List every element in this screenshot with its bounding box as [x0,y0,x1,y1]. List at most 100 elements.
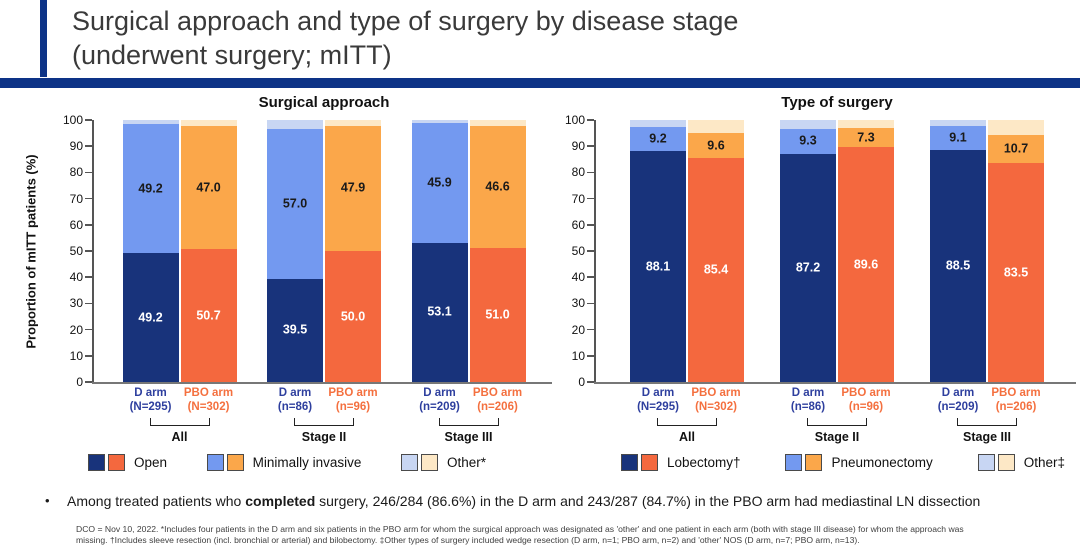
legend-swatch [108,454,125,471]
legend-swatch [400,454,418,471]
legend-swatches [785,454,823,471]
arm-label-d: D arm (n=86) [780,387,836,414]
footnote-line1: DCO = Nov 10, 2022. *Includes four patie… [76,524,964,534]
bar-segment [780,120,836,130]
y-axis-line [594,120,596,383]
bar-segment: 47.0 [180,126,237,250]
bar-segment: 9.6 [688,133,744,159]
arm-n: (n=96) [848,400,884,413]
arm-name: PBO arm [183,387,234,399]
legend-swatches [206,454,244,471]
y-tick-label: 80 [69,165,83,180]
y-tick-mark [85,171,92,174]
bars-pair: 39.5 57.0 50.0 47.9 [267,120,381,382]
stacked-bar-pbo-arm: 50.0 47.9 [325,120,381,382]
y-tick-mark [85,328,92,331]
legend: Open Minimally invasive Other* [88,454,486,471]
bar-value-label: 9.2 [649,131,667,146]
legend-swatch [997,454,1015,471]
type-of-surgery-chart: Type of surgery 0 10 20 30 40 50 60 70 80 90 100 8… [556,94,1080,471]
bar-segment [469,120,526,127]
plot-row: Proportion of mITT patients (%) 0 10 20 30 4… [18,113,556,444]
bar-value-label: 49.2 [138,310,163,325]
y-tick-mark [587,328,594,331]
bar-value-label: 7.3 [857,130,875,145]
y-tick-mark [587,197,594,200]
y-axis: 0 10 20 30 40 50 60 70 80 90 100 [556,113,594,389]
bar-segment: 39.5 [267,278,323,382]
arm-labels: D arm (N=295) PBO arm (N=302) [123,387,237,414]
arm-n: (n=209) [419,400,460,413]
bar-group: 49.2 49.2 50.7 47.0 D arm (N=295) PBO arm (N=30… [122,120,237,444]
y-tick-label: 20 [571,322,585,337]
y-tick-mark [85,276,92,278]
group-bracket [294,418,354,426]
arm-name: PBO arm [472,387,523,399]
legend-item: Other* [400,454,486,471]
bars-pair: 87.2 9.3 89.6 7.3 [780,120,894,382]
bar-segment: 49.2 [122,124,179,254]
arm-n: (N=295) [637,400,679,413]
legend-swatch [641,454,658,471]
bar-value-label: 88.5 [945,258,971,273]
legend-swatches [977,454,1015,471]
stacked-bar-d-arm: 88.1 9.2 [630,120,686,382]
bar-segment: 10.7 [988,135,1044,164]
bullet-post: surgery, 246/284 (86.6%) in the D arm an… [315,493,981,509]
bar-value-label: 53.1 [427,304,452,319]
stacked-bar-d-arm: 49.2 49.2 [122,120,179,382]
arm-label-pbo: PBO arm (N=302) [181,387,237,414]
bar-segment: 57.0 [267,129,323,279]
y-tick-label: 40 [571,270,585,285]
y-tick-label: 70 [69,191,83,206]
group-label: Stage III [963,430,1011,444]
y-tick-label: 20 [69,322,83,337]
group-label: Stage II [814,430,860,444]
y-tick-label: 30 [69,296,83,311]
arm-labels: D arm (n=86) PBO arm (n=96) [780,387,894,414]
arm-label-d: D arm (n=209) [412,387,468,414]
arm-label-pbo: PBO arm (n=96) [325,387,381,414]
bar-value-label: 9.6 [707,138,725,153]
bar-segment [267,120,323,130]
bars-pair: 88.1 9.2 85.4 9.6 [630,120,744,382]
legend-label: Lobectomy† [667,455,741,470]
bullet-bold-word: completed [245,493,316,509]
arm-name: D arm [641,387,675,399]
title-accent-bar [40,0,47,77]
bar-segment [122,120,179,125]
bar-segment: 88.5 [930,150,986,382]
x-axis-line [92,382,552,384]
legend-swatch [88,454,105,471]
y-tick-label: 0 [578,375,585,389]
arm-name: PBO arm [841,387,891,399]
y-tick-label: 40 [69,270,83,285]
y-tick-mark [587,381,594,383]
arm-label-pbo: PBO arm (n=206) [988,387,1044,414]
bar-value-label: 83.5 [1003,265,1029,280]
y-tick-mark [587,302,594,305]
x-axis-line [594,382,1076,384]
legend-swatches [400,454,438,471]
bar-value-label: 89.6 [853,257,879,272]
bar-segment [630,120,686,128]
stacked-bar-pbo-arm: 83.5 10.7 [988,120,1044,382]
y-tick-label: 50 [571,244,585,258]
y-tick-label: 90 [69,139,83,154]
bar-value-label: 50.7 [196,308,221,323]
surgical-approach-chart: Surgical approach Proportion of mITT pat… [0,94,556,471]
header-divider-rule [0,78,1080,88]
y-tick-label: 50 [69,244,83,258]
bar-value-label: 47.9 [340,180,366,195]
legend-label: Other* [446,455,486,470]
group-label: Stage III [444,430,493,444]
stacked-bar-d-arm: 39.5 57.0 [267,120,323,382]
y-tick-mark [85,302,92,305]
arm-n: (N=302) [695,400,737,413]
y-tick-mark [587,250,594,252]
arm-name: PBO arm [691,387,741,399]
arm-name: D arm [791,387,825,399]
plot: 49.2 49.2 50.7 47.0 D arm (N=295) PBO arm (N=30… [85,119,556,444]
y-tick-mark [85,145,92,147]
y-tick-mark [587,145,594,147]
